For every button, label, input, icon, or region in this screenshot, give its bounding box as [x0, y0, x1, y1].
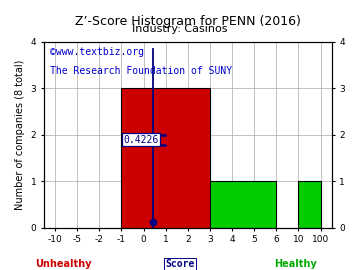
Y-axis label: Number of companies (8 total): Number of companies (8 total) [15, 59, 25, 210]
Bar [121, 88, 210, 228]
Text: Healthy: Healthy [274, 259, 316, 269]
Bar [210, 181, 276, 228]
Bar [298, 181, 320, 228]
Text: The Research Foundation of SUNY: The Research Foundation of SUNY [50, 66, 232, 76]
Title: Z’-Score Histogram for PENN (2016): Z’-Score Histogram for PENN (2016) [75, 15, 301, 28]
Text: 0.4226: 0.4226 [123, 135, 158, 145]
Text: ©www.textbiz.org: ©www.textbiz.org [50, 47, 144, 57]
Text: Unhealthy: Unhealthy [35, 259, 91, 269]
Text: Industry: Casinos: Industry: Casinos [132, 24, 228, 34]
Text: Score: Score [165, 259, 195, 269]
